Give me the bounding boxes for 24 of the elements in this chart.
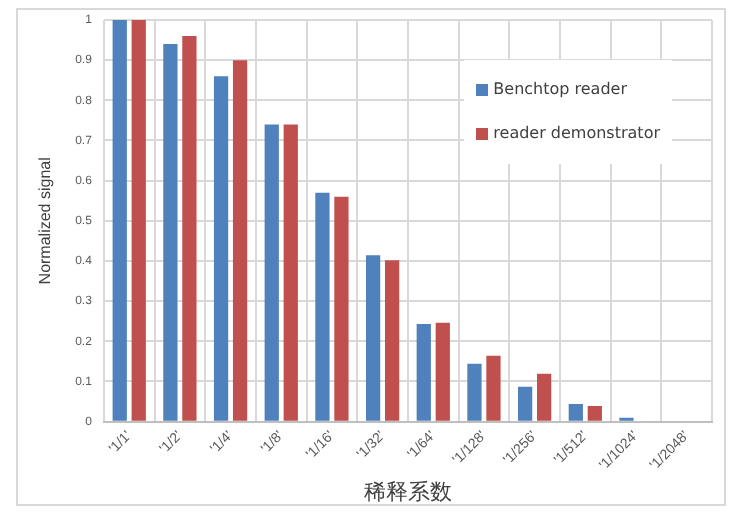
- bar: [365, 255, 381, 421]
- bar: [568, 403, 583, 421]
- bar: [163, 44, 178, 421]
- bar: [232, 60, 248, 421]
- legend-label: reader demonstrator: [493, 124, 660, 142]
- bar: [315, 192, 330, 421]
- bar: [283, 124, 298, 421]
- bar: [384, 260, 400, 421]
- bar: [213, 76, 229, 421]
- bar: [416, 324, 431, 421]
- legend-label: Benchtop reader: [493, 80, 627, 98]
- bar: [587, 406, 602, 421]
- bar: [131, 20, 146, 421]
- bar: [264, 124, 279, 421]
- bar: [435, 322, 450, 421]
- bar: [182, 36, 197, 421]
- bar: [537, 373, 552, 421]
- x-axis-title: 稀释系数: [363, 478, 452, 505]
- y-axis-title: Normalized signal: [36, 156, 55, 285]
- bar: [486, 355, 501, 421]
- bar: [467, 363, 482, 421]
- bar: [112, 20, 127, 421]
- bar: [334, 196, 349, 421]
- bar: [518, 386, 533, 421]
